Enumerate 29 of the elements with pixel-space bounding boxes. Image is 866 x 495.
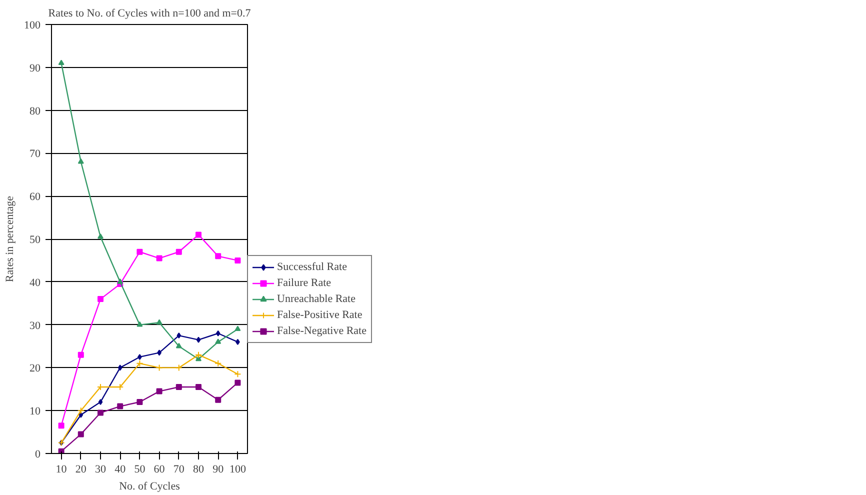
y-tick-label: 20 — [30, 362, 41, 375]
y-axis-title: Rates in percentage — [4, 196, 16, 282]
legend-label: False-Positive Rate — [277, 308, 362, 322]
x-axis-title: No. of Cycles — [119, 480, 180, 492]
y-tick-label: 40 — [30, 276, 41, 289]
y-tick-label: 50 — [30, 234, 41, 246]
y-tick-label: 0 — [35, 448, 41, 460]
legend-label: Successful Rate — [277, 260, 347, 274]
x-tick-label: 20 — [75, 464, 87, 476]
x-tick-label: 30 — [95, 464, 106, 476]
x-tick-label: 50 — [134, 464, 146, 476]
legend-label: Unreachable Rate — [277, 292, 356, 306]
x-tick-label: 10 — [56, 464, 68, 476]
x-tick-label: 100 — [229, 464, 246, 476]
chart-title: Rates to No. of Cycles with n=100 and m=0.7 — [48, 8, 252, 20]
x-tick-label: 90 — [212, 464, 224, 476]
x-tick-label: 40 — [114, 464, 126, 476]
y-tick-label: 100 — [24, 20, 41, 32]
y-tick-label: 60 — [30, 191, 41, 204]
legend-label: Failure Rate — [277, 276, 332, 290]
x-tick-label: 80 — [193, 464, 204, 476]
legend-label: False-Negative Rate — [277, 324, 366, 338]
x-tick-label: 60 — [154, 464, 166, 476]
y-tick-label: 90 — [30, 62, 41, 74]
y-tick-label: 80 — [30, 105, 41, 118]
y-tick-label: 30 — [30, 320, 41, 332]
y-tick-label: 10 — [30, 406, 41, 418]
y-tick-label: 70 — [30, 148, 41, 160]
x-tick-label: 70 — [173, 464, 185, 476]
